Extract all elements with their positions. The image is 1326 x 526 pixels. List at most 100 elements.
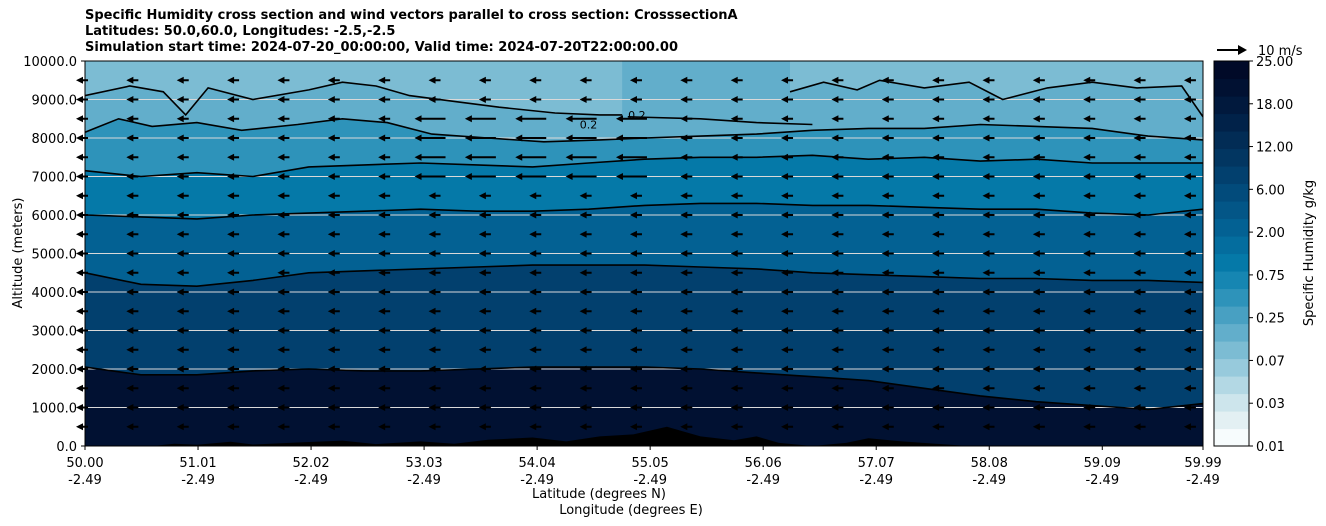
wind-arrowhead [428,269,436,277]
x-tick-label-lon: -2.49 [181,473,215,488]
wind-arrowhead [730,134,738,142]
wind-arrowhead [327,423,335,431]
wind-arrowhead [781,211,789,219]
wind-arrowhead [781,288,789,296]
wind-arrowhead [629,423,637,431]
wind-arrowhead [730,250,738,257]
wind-arrowhead [629,76,637,84]
wind-arrowhead [277,76,285,84]
wind-arrowhead [378,365,386,373]
wind-arrowhead [680,115,688,123]
wind-arrowhead [227,404,235,411]
wind-arrowhead [730,230,738,238]
wind-arrowhead [680,230,688,238]
colorbar-swatch [1214,376,1249,395]
wind-arrowhead [529,327,537,334]
wind-arrowhead [277,230,285,238]
terrain [85,426,1203,446]
wind-arrowhead [932,96,940,103]
chart-title-line2: Latitudes: 50.0,60.0, Longitudes: -2.5,-… [85,24,396,39]
contour-line [85,154,1203,178]
wind-arrowhead [1183,96,1191,103]
wind-arrowhead [227,423,235,431]
wind-arrowhead [579,269,587,277]
colorbar-tick-label: 0.07 [1256,354,1285,369]
wind-arrowhead [529,192,537,200]
wind-arrowhead [831,423,839,431]
wind-arrowhead [414,173,422,180]
wind-arrowhead [428,76,436,84]
wind-arrowhead [1183,365,1191,373]
wind-arrowhead [176,134,184,142]
wind-arrowhead [730,423,738,431]
wind-arrowhead [1083,250,1091,257]
wind-arrowhead [680,404,688,411]
wind-arrowhead [1032,327,1040,334]
wind-arrowhead [831,192,839,200]
wind-arrowhead [1083,153,1091,161]
wind-arrowhead [227,211,235,219]
x-tick-label-lon: -2.49 [520,473,554,488]
wind-arrowhead [680,173,688,180]
wind-arrowhead [428,404,436,411]
colorbar-swatch [1214,236,1249,255]
wind-arrowhead [126,230,134,238]
y-tick-label: 0.0 [56,440,77,455]
wind-arrowhead [76,153,83,161]
wind-arrowhead [428,423,436,431]
wind-arrowhead [1083,365,1091,373]
colorbar-swatch [1214,61,1249,80]
x-tick-label-lat: 59.09 [1084,456,1121,471]
wind-arrowhead [1032,115,1040,123]
wind-arrowhead [1083,96,1091,103]
colorbar-tick-label: 12.00 [1256,141,1293,156]
wind-arrowhead [881,96,889,103]
wind-arrowhead [277,269,285,277]
wind-arrowhead [881,423,889,431]
humidity-band [790,61,1203,117]
wind-arrowhead [982,76,990,84]
wind-arrowhead [982,173,990,180]
wind-arrowhead [529,404,537,411]
wind-arrowhead [428,384,436,392]
wind-arrowhead [327,230,335,238]
colorbar-tick-label: 25.00 [1256,55,1293,70]
wind-arrowhead [565,173,573,180]
wind-arrowhead [881,365,889,373]
wind-arrowhead [680,211,688,219]
wind-arrowhead [327,269,335,277]
wind-arrowhead [515,115,523,123]
wind-arrowhead [831,173,839,180]
x-tick-label-lon: -2.49 [1085,473,1119,488]
wind-arrowhead [76,230,83,238]
wind-arrowhead [781,423,789,431]
wind-arrowhead [881,211,889,219]
wind-arrowhead [831,76,839,84]
wind-arrowhead [227,96,235,103]
wind-arrowhead [1083,211,1091,219]
wind-arrowhead [378,327,386,334]
wind-arrowhead [579,346,587,354]
x-tick-label-lon: -2.49 [294,473,328,488]
colorbar-tick-label: 2.00 [1256,226,1285,241]
wind-arrowhead [881,327,889,334]
x-axis-label-lat: Latitude (degrees N) [532,487,666,502]
wind-arrowhead [1183,134,1191,142]
x-tick-label-lat: 58.08 [971,456,1008,471]
wind-arrowhead [932,134,940,142]
wind-arrowhead [982,192,990,200]
wind-arrowhead [881,115,889,123]
wind-arrowhead [982,404,990,411]
contour-line [85,264,1203,288]
wind-arrowhead [227,250,235,257]
wind-arrowhead [529,307,537,315]
wind-arrowhead [932,423,940,431]
colorbar-swatch [1214,323,1249,342]
wind-arrowhead [1083,404,1091,411]
wind-arrowhead [277,346,285,354]
y-tick-label: 6000.0 [32,209,78,224]
y-tick-label: 8000.0 [32,132,78,147]
wind-arrowhead [464,115,472,123]
x-tick-label-lat: 50.00 [66,456,103,471]
colorbar-swatch [1214,288,1249,307]
